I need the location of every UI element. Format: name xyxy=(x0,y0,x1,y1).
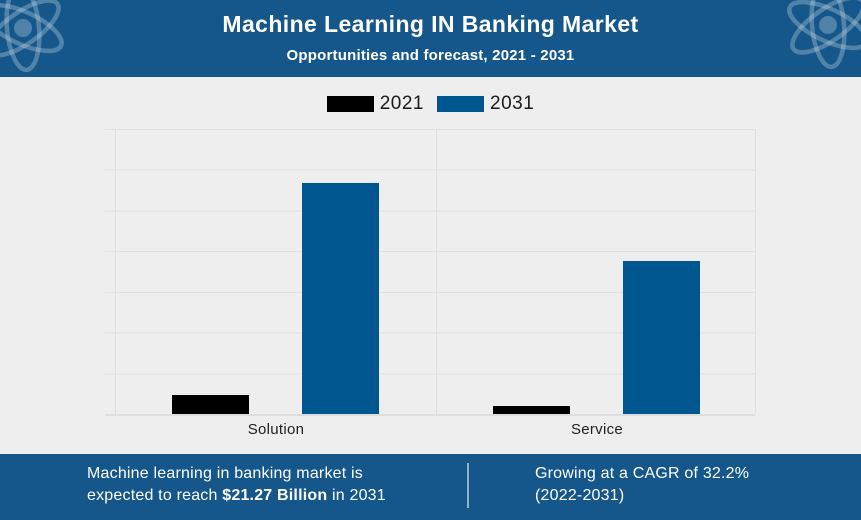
footer-cagr-line2: (2022-2031) xyxy=(535,487,625,504)
chart-legend: 2021 2031 xyxy=(0,93,861,115)
footer-forecast-value: $21.27 Billion xyxy=(222,487,328,504)
footer-cagr-line1: Growing at a CAGR of 32.2% xyxy=(535,465,750,482)
gridline-vertical-middle xyxy=(436,129,437,414)
header-banner: Machine Learning IN Banking Market Oppor… xyxy=(0,0,861,77)
footer-divider xyxy=(467,463,469,508)
x-axis-labels: Solution Service xyxy=(0,421,861,443)
page-title: Machine Learning IN Banking Market xyxy=(222,11,639,37)
bar-service-2021 xyxy=(493,405,570,414)
page-subtitle: Opportunities and forecast, 2021 - 2031 xyxy=(286,47,575,64)
bar-service-2031 xyxy=(623,260,700,414)
chart-plot-area xyxy=(105,129,756,416)
footer-cagr-text: Growing at a CAGR of 32.2% (2022-2031) xyxy=(535,463,749,507)
atom-icon-right xyxy=(787,0,861,70)
footer-forecast-text: Machine learning in banking market is ex… xyxy=(87,463,386,507)
legend-label-2031: 2031 xyxy=(490,93,535,114)
gridline-vertical-left xyxy=(115,129,116,414)
category-label-solution: Solution xyxy=(247,421,305,438)
legend-item-2031: 2031 xyxy=(437,93,534,115)
legend-item-2021: 2021 xyxy=(326,93,424,115)
footer-forecast-line2-post: in 2031 xyxy=(327,487,386,504)
category-label-service: Service xyxy=(570,421,624,438)
atom-icon-left xyxy=(0,0,64,73)
footer-forecast-line2-pre: expected to reach xyxy=(87,487,223,504)
legend-swatch-2031 xyxy=(437,96,484,112)
legend-label-2021: 2021 xyxy=(379,93,424,114)
footer-banner: Machine learning in banking market is ex… xyxy=(0,454,861,520)
footer-forecast-line1: Machine learning in banking market is xyxy=(87,465,363,482)
bar-solution-2021 xyxy=(172,395,249,414)
legend-swatch-2021 xyxy=(326,96,374,112)
gridline-vertical-right xyxy=(755,129,756,414)
bar-solution-2031 xyxy=(302,183,379,414)
